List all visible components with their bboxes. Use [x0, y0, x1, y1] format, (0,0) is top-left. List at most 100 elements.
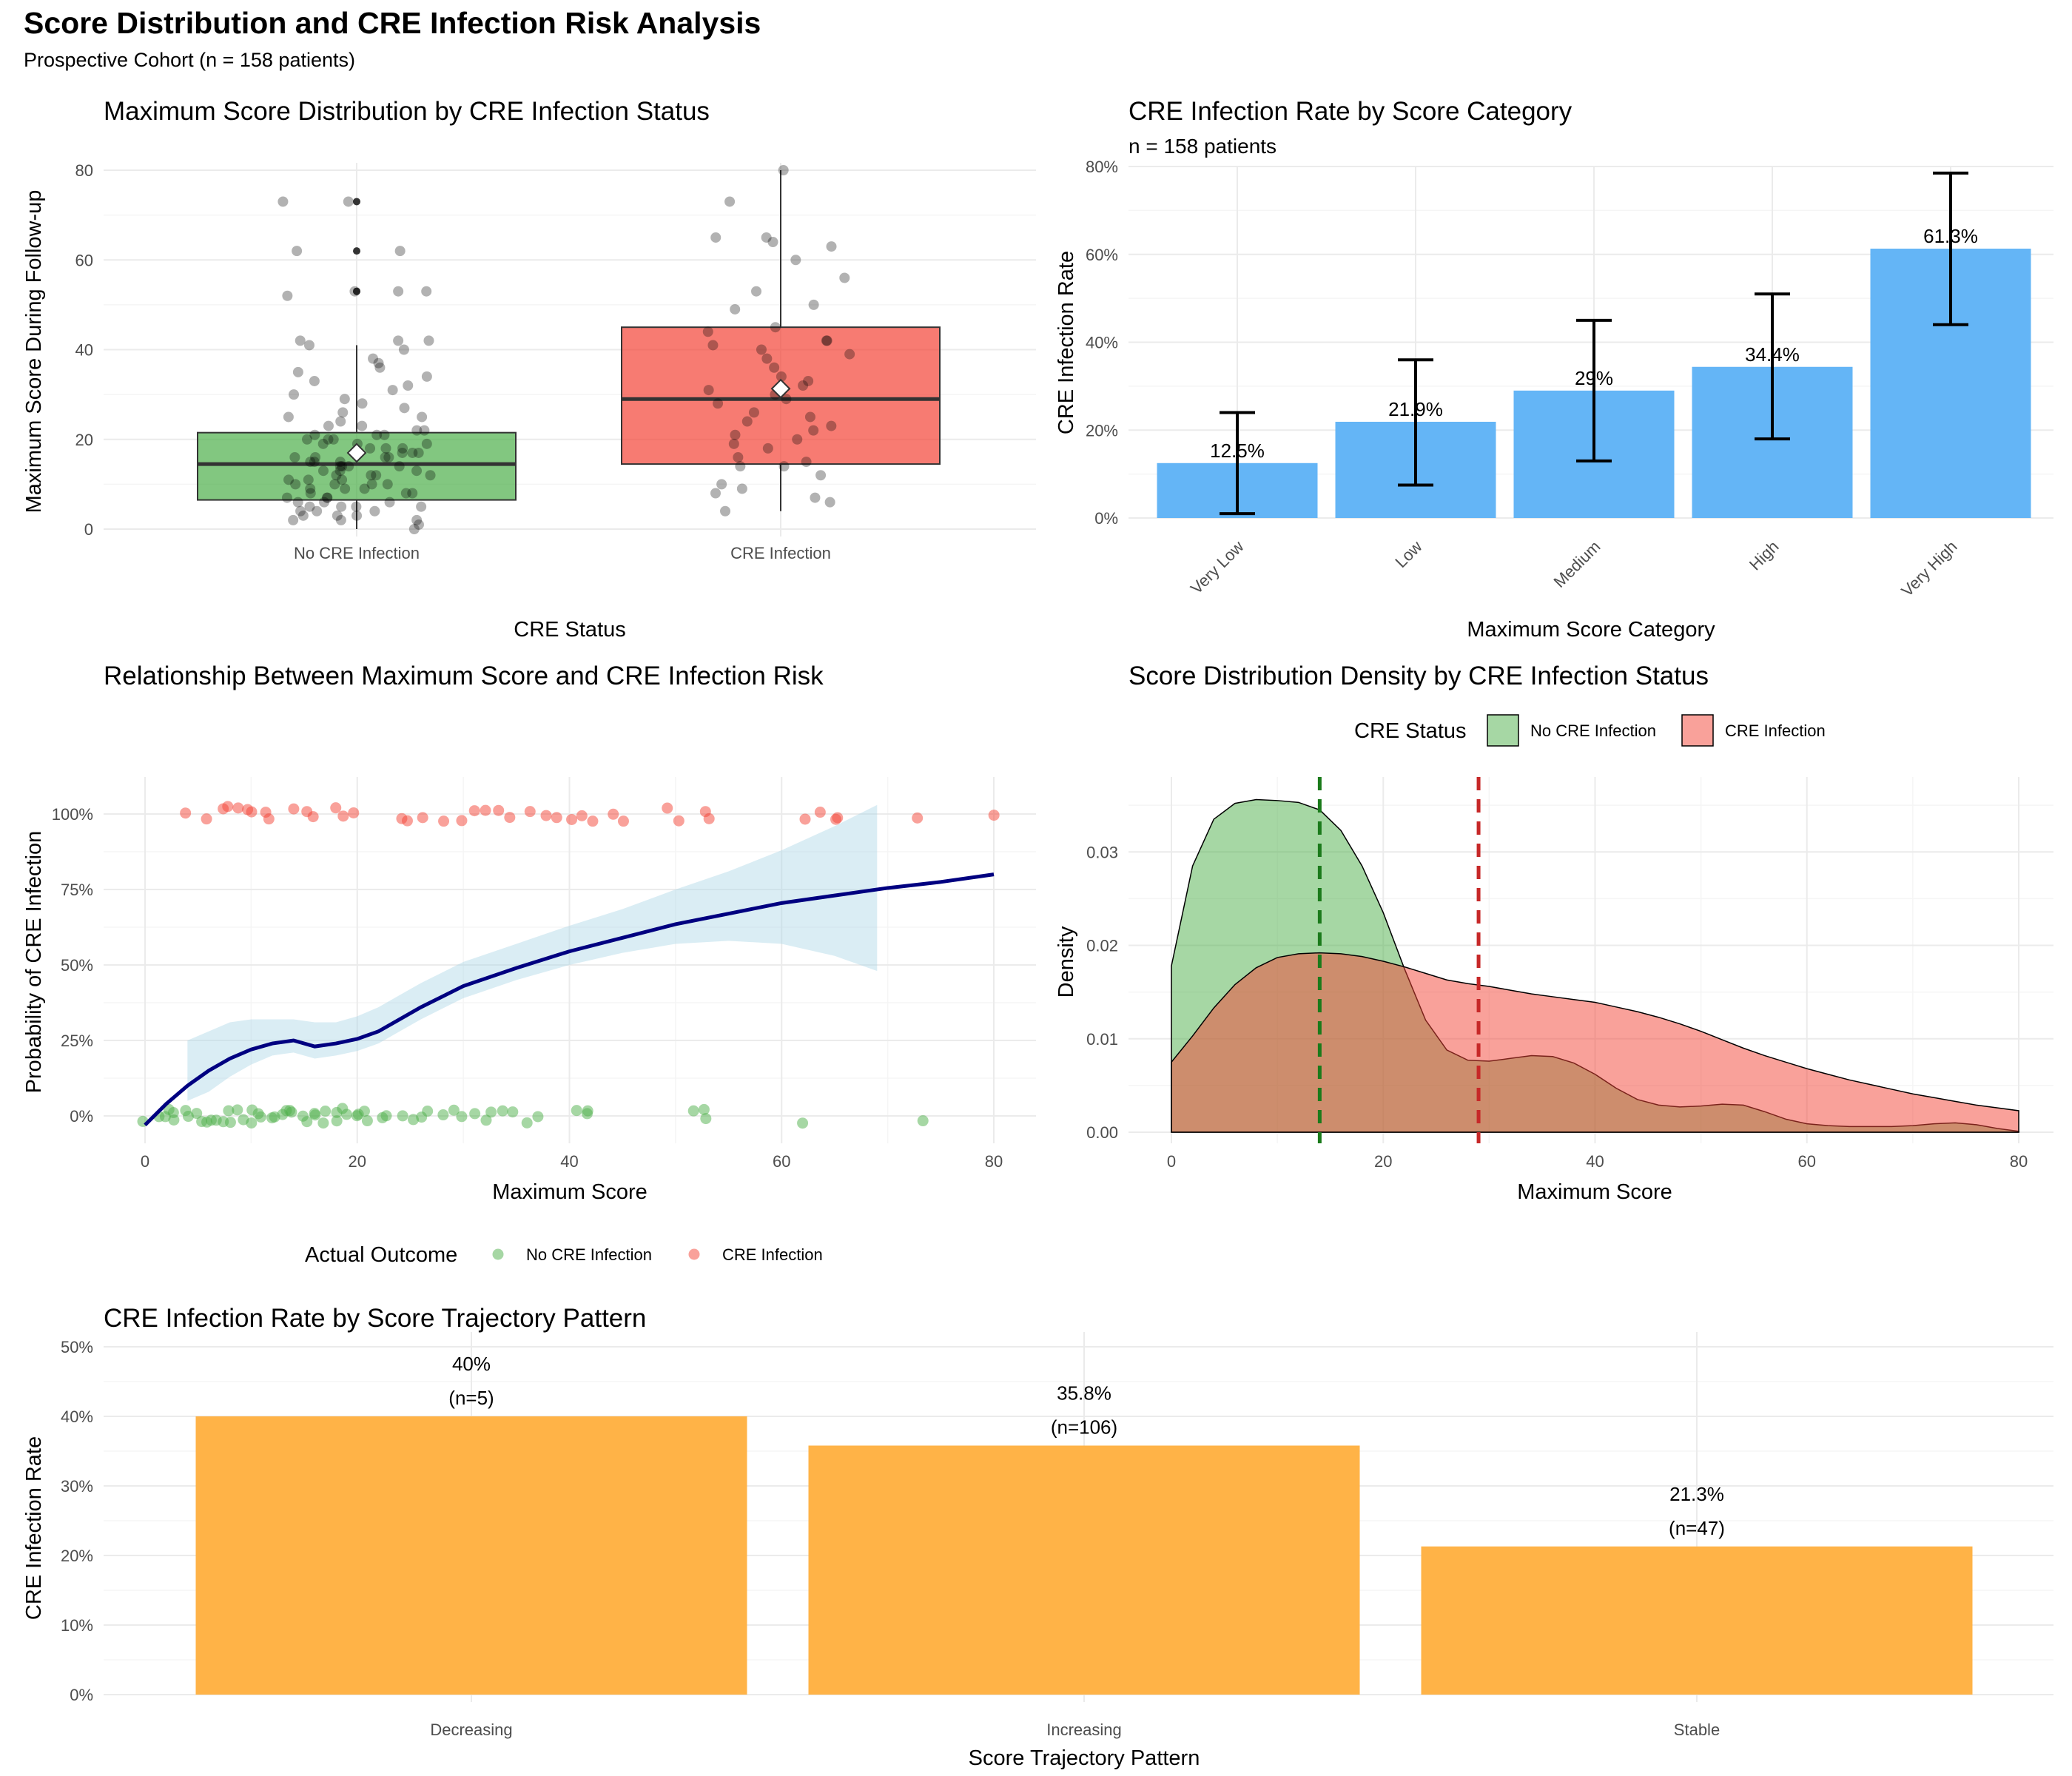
box-jitter-point — [826, 241, 837, 252]
trajectory-bar — [195, 1416, 747, 1695]
trajectory-chart-title: CRE Infection Rate by Score Trajectory P… — [104, 1304, 646, 1333]
box-jitter-point — [748, 407, 759, 418]
category-y-tick: 20% — [1086, 421, 1118, 440]
density-x-tick: 80 — [2010, 1152, 2028, 1171]
risk-point-no-cre — [337, 1103, 349, 1114]
risk-point-no-cre — [532, 1111, 544, 1123]
box-jitter-point — [407, 488, 418, 499]
box-x-axis-label: CRE Status — [514, 618, 626, 642]
risk-point-cre — [814, 807, 826, 818]
box-jitter-point — [411, 514, 423, 525]
box-jitter-point — [340, 483, 351, 494]
risk-point-cre — [576, 810, 588, 821]
category-data-label: 29% — [1575, 367, 1613, 389]
risk-y-tick: 25% — [61, 1032, 93, 1050]
box-jitter-point — [733, 452, 744, 462]
box-jitter-point — [394, 461, 405, 472]
risk-point-no-cre — [284, 1105, 296, 1117]
trajectory-n-label: (n=47) — [1669, 1517, 1725, 1539]
box-jitter-point — [329, 479, 340, 490]
risk-x-tick: 20 — [349, 1152, 366, 1171]
risk-point-cre — [222, 801, 234, 813]
trajectory-data-label: 40% — [452, 1353, 491, 1375]
risk-point-cre — [307, 811, 319, 823]
category-chart-title: CRE Infection Rate by Score Category — [1128, 97, 1572, 126]
trajectory-y-tick: 10% — [61, 1616, 93, 1635]
density-x-axis-label: Maximum Score — [1517, 1180, 1672, 1204]
box-jitter-point — [357, 398, 368, 409]
box-jitter-point — [323, 434, 334, 445]
risk-y-tick: 0% — [70, 1107, 93, 1126]
risk-point-no-cre — [255, 1111, 266, 1123]
density-legend-title: CRE Status — [1354, 719, 1467, 743]
box-jitter-point — [703, 385, 714, 396]
box-jitter-point — [359, 483, 370, 494]
category-data-label: 61.3% — [1923, 225, 1978, 247]
density-x-tick: 40 — [1586, 1152, 1604, 1171]
box-y-tick: 80 — [75, 161, 93, 180]
risk-point-no-cre — [180, 1105, 192, 1117]
category-y-axis-label: CRE Infection Rate — [1054, 251, 1078, 434]
box-jitter-point — [411, 425, 423, 436]
box-jitter-point — [383, 452, 394, 462]
box-jitter-point — [398, 344, 409, 355]
trajectory-y-tick: 0% — [70, 1686, 93, 1704]
page-title: Score Distribution and CRE Infection Ris… — [24, 6, 761, 40]
box-jitter-point — [305, 488, 316, 499]
density-legend-label-cre: CRE Infection — [1725, 722, 1826, 740]
risk-point-no-cre — [232, 1104, 243, 1116]
risk-point-no-cre — [358, 1106, 370, 1117]
risk-point-no-cre — [320, 1106, 332, 1117]
box-jitter-point — [419, 425, 430, 436]
box-jitter-point — [382, 479, 393, 490]
density-x-tick: 60 — [1798, 1152, 1816, 1171]
risk-point-no-cre — [201, 1116, 213, 1128]
risk-point-cre — [504, 812, 516, 824]
risk-point-no-cre — [246, 1117, 258, 1128]
box-jitter-point — [334, 461, 346, 472]
risk-legend-label-cre: CRE Infection — [722, 1245, 823, 1264]
box-jitter-point — [839, 272, 850, 283]
box-jitter-point — [736, 483, 747, 494]
trajectory-y-axis-label: CRE Infection Rate — [22, 1436, 46, 1620]
risk-point-cre — [988, 810, 1000, 821]
risk-point-cre — [201, 813, 212, 825]
box-jitter-point — [282, 290, 293, 301]
density-area-cre — [1171, 952, 2019, 1133]
box-jitter-point — [337, 461, 348, 472]
box-jitter-point — [283, 411, 294, 423]
box-jitter-point — [337, 407, 349, 418]
box-jitter-point — [781, 394, 792, 405]
box-jitter-point — [366, 470, 377, 481]
box-jitter-point — [741, 416, 753, 427]
risk-point-no-cre — [480, 1114, 492, 1126]
box-jitter-point — [425, 470, 436, 481]
box-y-tick: 40 — [75, 341, 93, 360]
box-jitter-point — [295, 505, 306, 517]
category-y-tick: 0% — [1094, 509, 1118, 528]
box-jitter-point — [312, 505, 323, 517]
risk-point-cre — [617, 815, 629, 827]
box-jitter-point — [380, 452, 391, 462]
risk-point-no-cre — [797, 1117, 809, 1129]
category-y-tick: 40% — [1086, 334, 1118, 352]
box-jitter-point — [778, 165, 789, 175]
box-jitter-point — [288, 514, 299, 525]
box-jitter-point — [399, 403, 410, 414]
risk-point-cre — [417, 812, 428, 824]
box-jitter-point — [384, 497, 395, 508]
box-jitter-point — [702, 326, 713, 337]
box-jitter-point — [309, 375, 320, 386]
risk-point-cre — [263, 813, 275, 825]
trajectory-n-label: (n=106) — [1051, 1416, 1117, 1438]
box-jitter-point — [821, 335, 832, 346]
risk-x-axis-label: Maximum Score — [492, 1180, 648, 1204]
trajectory-x-tick: Stable — [1674, 1720, 1720, 1739]
box-jitter-point — [413, 447, 424, 458]
box-jitter-point — [371, 429, 383, 440]
box-jitter-point — [295, 335, 306, 346]
box-jitter-point — [393, 286, 404, 297]
box-jitter-point — [411, 465, 423, 477]
box-jitter-point — [303, 474, 314, 485]
risk-point-no-cre — [422, 1106, 434, 1117]
